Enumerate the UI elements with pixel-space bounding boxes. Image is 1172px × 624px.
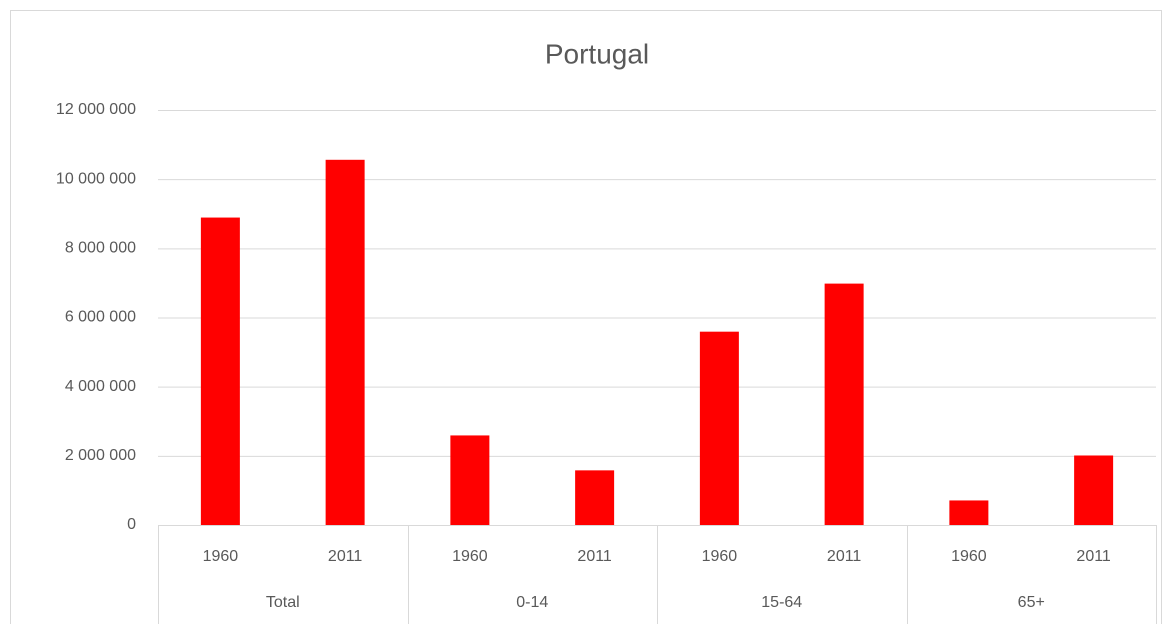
bar — [450, 435, 490, 525]
bar — [699, 331, 739, 525]
group-label: 0-14 — [516, 594, 548, 611]
chart-border — [10, 10, 1162, 624]
x-tick-label: 1960 — [951, 548, 987, 565]
bar — [575, 470, 615, 525]
x-tick-label: 2011 — [577, 548, 612, 565]
y-tick-label: 8 000 000 — [65, 240, 136, 257]
chart-title: Portugal — [545, 38, 649, 69]
y-tick-label: 6 000 000 — [65, 309, 136, 326]
x-tick-label: 2011 — [827, 548, 862, 565]
x-tick-label: 2011 — [1076, 548, 1111, 565]
x-tick-label: 1960 — [203, 548, 239, 565]
group-label: Total — [266, 594, 300, 611]
y-tick-label: 4 000 000 — [65, 378, 136, 395]
x-tick-label: 1960 — [702, 548, 738, 565]
bar — [1074, 455, 1114, 525]
x-tick-label: 2011 — [328, 548, 363, 565]
bar — [824, 283, 864, 525]
group-label: 15-64 — [761, 594, 802, 611]
bar — [949, 500, 989, 525]
bar — [200, 217, 240, 525]
y-tick-label: 12 000 000 — [56, 101, 136, 118]
y-tick-label: 0 — [127, 516, 136, 533]
bar — [325, 159, 365, 526]
y-tick-label: 2 000 000 — [65, 447, 136, 464]
group-label: 65+ — [1018, 594, 1045, 611]
y-tick-label: 10 000 000 — [56, 170, 136, 187]
x-tick-label: 1960 — [452, 548, 488, 565]
